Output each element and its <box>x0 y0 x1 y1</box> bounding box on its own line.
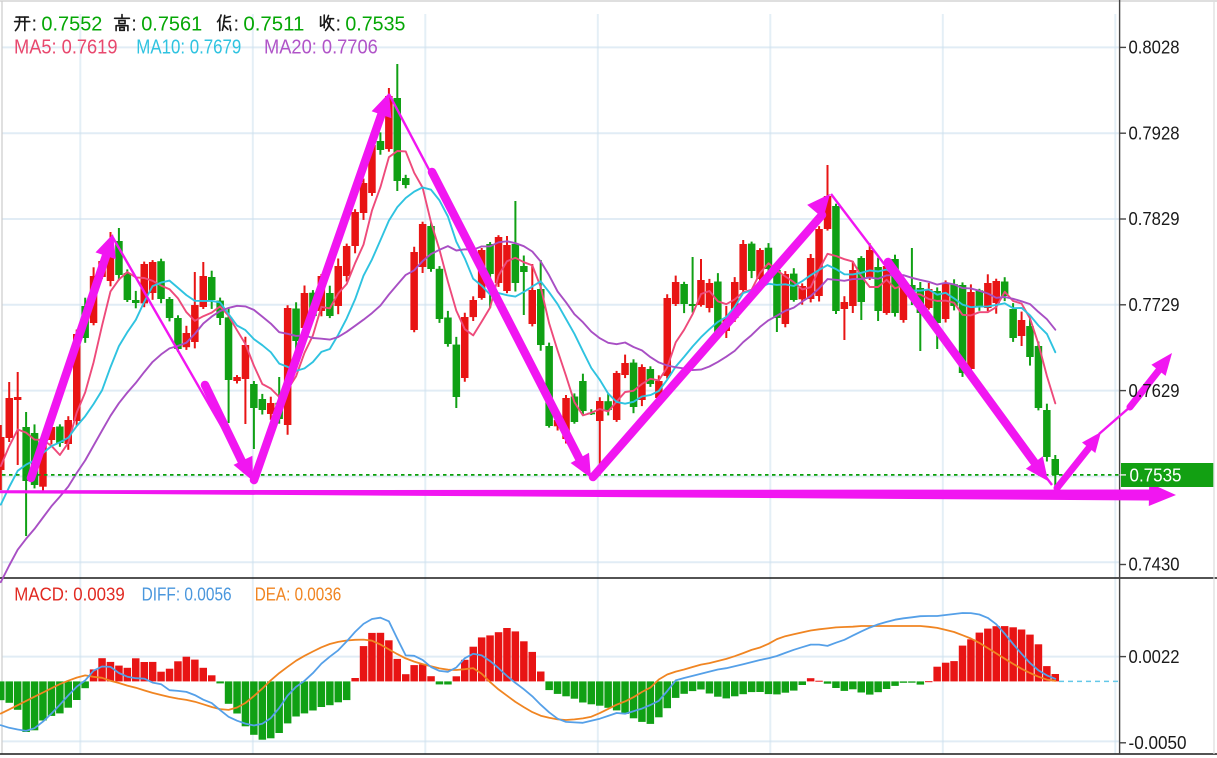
svg-text:0.7829: 0.7829 <box>1129 209 1180 229</box>
svg-text:DIFF: 0.0056: DIFF: 0.0056 <box>142 585 232 605</box>
svg-text:MA20: 0.7706: MA20: 0.7706 <box>264 37 378 59</box>
svg-text:0.7430: 0.7430 <box>1129 555 1180 575</box>
svg-text:0.7511: 0.7511 <box>243 13 304 35</box>
svg-text::: : <box>32 13 38 35</box>
svg-text:0.7928: 0.7928 <box>1129 123 1180 143</box>
svg-text:0.7729: 0.7729 <box>1129 295 1180 315</box>
svg-text::: : <box>234 13 240 35</box>
svg-text::: : <box>131 13 137 35</box>
svg-text:0.7552: 0.7552 <box>41 13 102 35</box>
svg-text:0.8028: 0.8028 <box>1129 38 1180 58</box>
svg-text:0.7535: 0.7535 <box>345 13 405 35</box>
svg-text:0.7561: 0.7561 <box>141 13 202 35</box>
svg-text:MA5: 0.7619: MA5: 0.7619 <box>14 37 118 59</box>
svg-text:MACD: 0.0039: MACD: 0.0039 <box>14 585 125 605</box>
svg-text:DEA: 0.0036: DEA: 0.0036 <box>255 585 342 605</box>
svg-text:-0.0050: -0.0050 <box>1129 733 1187 753</box>
svg-text:MA10: 0.7679: MA10: 0.7679 <box>136 37 241 59</box>
svg-text:0.7629: 0.7629 <box>1129 381 1180 401</box>
svg-text:0.7535: 0.7535 <box>1130 465 1182 485</box>
svg-text:0.0022: 0.0022 <box>1129 647 1180 667</box>
svg-text::: : <box>336 13 342 35</box>
